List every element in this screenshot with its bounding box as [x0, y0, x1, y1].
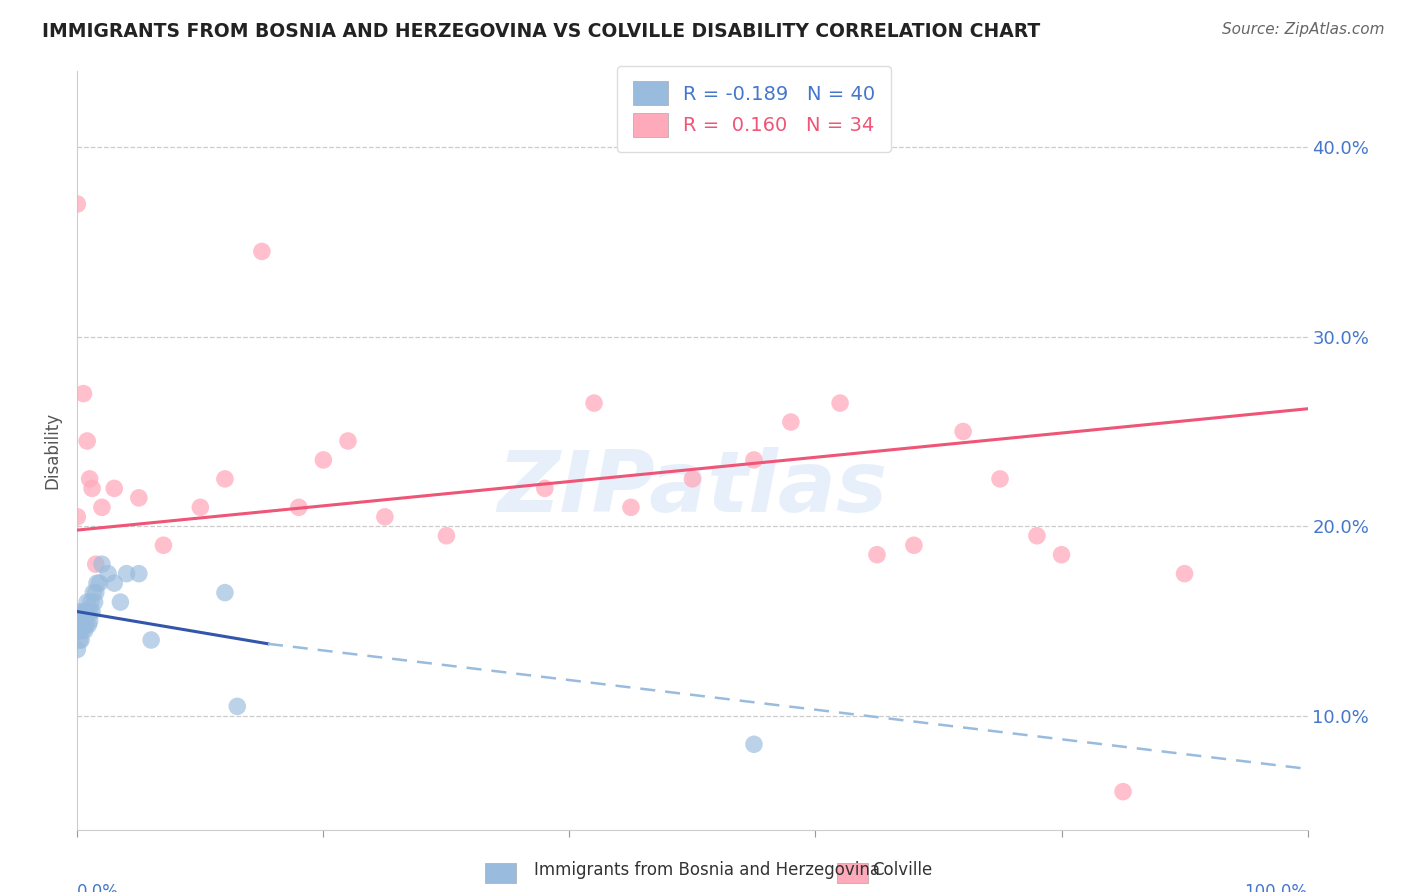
Point — [77, 618, 100, 632]
Text: ZIPatlas: ZIPatlas — [498, 447, 887, 530]
Point — [79, 605, 101, 619]
Point — [110, 595, 132, 609]
Point — [226, 699, 249, 714]
Point — [1174, 566, 1197, 581]
Point — [188, 500, 212, 515]
Point — [97, 566, 120, 581]
Point — [90, 500, 114, 515]
Point — [374, 509, 396, 524]
Point — [583, 396, 606, 410]
Point — [903, 538, 925, 552]
Point — [66, 509, 89, 524]
Point — [79, 472, 101, 486]
Point — [79, 614, 101, 628]
Text: Colville: Colville — [872, 861, 932, 879]
Point — [70, 614, 93, 628]
Point — [620, 500, 643, 515]
Point — [82, 585, 104, 599]
Point — [69, 633, 91, 648]
Point — [70, 614, 93, 628]
Point — [70, 633, 93, 648]
Point — [128, 491, 150, 505]
Point — [70, 618, 93, 632]
Y-axis label: Disability: Disability — [44, 412, 62, 489]
Point — [76, 595, 98, 609]
Point — [103, 482, 125, 496]
Point — [128, 566, 150, 581]
Point — [288, 500, 311, 515]
Point — [103, 576, 125, 591]
Point — [988, 472, 1011, 486]
Point — [534, 482, 557, 496]
Text: 0.0%: 0.0% — [77, 883, 120, 892]
Point — [312, 453, 335, 467]
Point — [337, 434, 360, 448]
Point — [84, 557, 107, 572]
Text: Source: ZipAtlas.com: Source: ZipAtlas.com — [1222, 22, 1385, 37]
Point — [214, 585, 236, 599]
Point — [682, 472, 704, 486]
Point — [436, 529, 458, 543]
Point — [70, 624, 93, 638]
Point — [76, 434, 98, 448]
Point — [66, 642, 89, 657]
Point — [72, 605, 94, 619]
Point — [72, 386, 94, 401]
Point — [141, 633, 163, 648]
Point — [67, 614, 90, 628]
Point — [75, 605, 97, 619]
Point — [69, 624, 91, 638]
Point — [82, 482, 104, 496]
Text: Immigrants from Bosnia and Herzegovina: Immigrants from Bosnia and Herzegovina — [534, 861, 880, 879]
Point — [66, 197, 89, 211]
Point — [90, 557, 114, 572]
Legend: R = -0.189   N = 40, R =  0.160   N = 34: R = -0.189 N = 40, R = 0.160 N = 34 — [617, 66, 891, 153]
Point — [1112, 785, 1135, 799]
Point — [72, 618, 94, 632]
Point — [1026, 529, 1049, 543]
Point — [89, 576, 111, 591]
Point — [75, 618, 97, 632]
Point — [115, 566, 138, 581]
Point — [67, 624, 90, 638]
Point — [952, 425, 974, 439]
Point — [82, 605, 104, 619]
Point — [830, 396, 852, 410]
Point — [742, 453, 765, 467]
Point — [73, 614, 96, 628]
Point — [83, 595, 105, 609]
Text: IMMIGRANTS FROM BOSNIA AND HERZEGOVINA VS COLVILLE DISABILITY CORRELATION CHART: IMMIGRANTS FROM BOSNIA AND HERZEGOVINA V… — [42, 22, 1040, 41]
Point — [866, 548, 889, 562]
Point — [250, 244, 273, 259]
Text: 100.0%: 100.0% — [1244, 883, 1308, 892]
Point — [84, 585, 107, 599]
Point — [66, 624, 89, 638]
Point — [73, 624, 96, 638]
Point — [742, 737, 765, 751]
Point — [1050, 548, 1073, 562]
Point — [86, 576, 108, 591]
Point — [66, 605, 89, 619]
Point — [214, 472, 236, 486]
Point — [76, 605, 98, 619]
Point — [80, 595, 103, 609]
Point — [152, 538, 174, 552]
Point — [780, 415, 803, 429]
